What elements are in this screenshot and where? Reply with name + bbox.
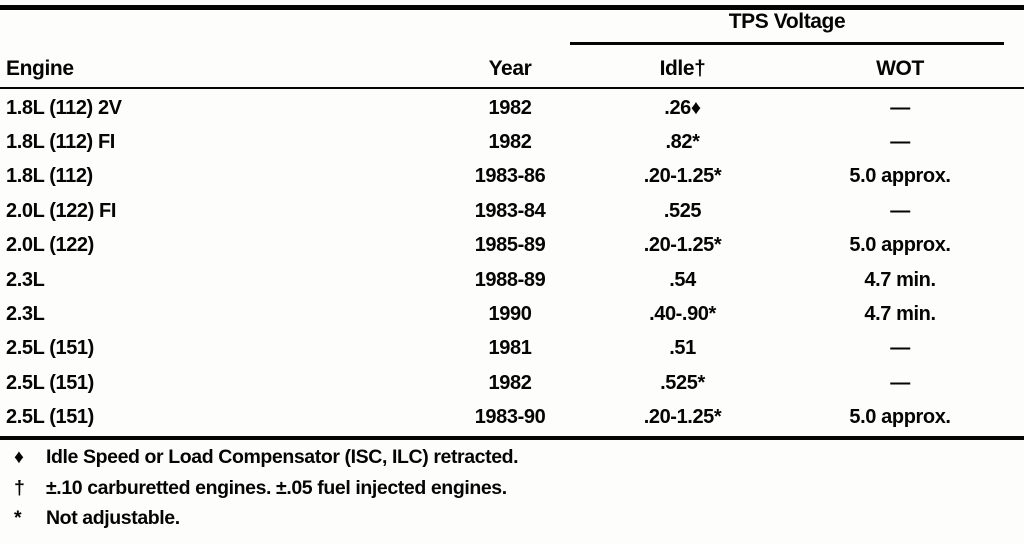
wot-cell: —: [890, 199, 910, 222]
year-cell: 1988-89: [474, 268, 546, 291]
table-bottom-rule: [0, 436, 1024, 440]
asterisk-footnote-symbol: *: [14, 507, 22, 529]
idle-cell: .40-.90*: [649, 303, 716, 326]
engine-cell: 1.8L (112) FI: [6, 131, 115, 154]
idle-cell: .525*: [660, 371, 705, 394]
idle-cell: .20-1.25*: [643, 165, 722, 188]
year-cell: 1990: [488, 303, 532, 326]
table-row: 2.5L (151) 1982 .525* —: [0, 366, 1024, 400]
top-rule: [0, 5, 1024, 10]
table-row: 2.0L (122) FI 1983-84 .525 —: [0, 194, 1024, 228]
footnote-text: ±.10 carburetted engines. ±.05 fuel inje…: [46, 476, 507, 499]
idle-cell: .20-1.25*: [643, 406, 722, 429]
year-cell: 1982: [488, 96, 532, 119]
column-header-wot: WOT: [876, 57, 924, 80]
wot-cell: 4.7 min.: [864, 268, 936, 291]
engine-cell: 2.5L (151): [6, 371, 94, 394]
engine-cell: 1.8L (112): [6, 165, 93, 188]
table-row: 2.0L (122) 1985-89 .20-1.25* 5.0 approx.: [0, 229, 1024, 263]
wot-cell: 5.0 approx.: [849, 165, 951, 188]
year-cell: 1983-86: [474, 165, 546, 188]
table-row: 2.3L 1990 .40-.90* 4.7 min.: [0, 297, 1024, 331]
year-cell: 1983-90: [474, 406, 546, 429]
wot-cell: —: [890, 371, 910, 394]
footnote-diamond: ♦ Idle Speed or Load Compensator (ISC, I…: [14, 446, 1014, 477]
diamond-footnote-symbol: ♦: [14, 446, 24, 468]
table-row: 1.8L (112) FI 1982 .82* —: [0, 125, 1024, 159]
wot-cell: 4.7 min.: [864, 303, 936, 326]
engine-cell: 2.5L (151): [6, 337, 94, 360]
wot-cell: —: [890, 96, 910, 119]
tps-header-underline: [570, 42, 1004, 45]
engine-cell: 1.8L (112) 2V: [6, 96, 122, 119]
column-header-year: Year: [488, 57, 532, 80]
table-row: 2.5L (151) 1981 .51 —: [0, 332, 1024, 366]
footnote-asterisk: * Not adjustable.: [14, 507, 1014, 538]
year-cell: 1982: [488, 371, 532, 394]
idle-cell: .54: [669, 268, 696, 291]
idle-cell: .26♦: [664, 96, 701, 119]
engine-cell: 2.5L (151): [6, 406, 94, 429]
footnote-text: Not adjustable.: [46, 507, 180, 529]
engine-cell: 2.3L: [6, 268, 45, 291]
column-header-row: Engine Year Idle† WOT: [0, 52, 1024, 86]
engine-cell: 2.3L: [6, 303, 45, 326]
table-row: 2.5L (151) 1983-90 .20-1.25* 5.0 approx.: [0, 401, 1024, 435]
footnotes: ♦ Idle Speed or Load Compensator (ISC, I…: [14, 446, 1014, 538]
year-cell: 1981: [488, 337, 532, 360]
column-header-engine: Engine: [6, 57, 74, 80]
idle-cell: .51: [669, 337, 696, 360]
footnote-dagger: † ±.10 carburetted engines. ±.05 fuel in…: [14, 477, 1014, 508]
table-row: 1.8L (112) 1983-86 .20-1.25* 5.0 approx.: [0, 160, 1024, 194]
group-header-tps-voltage: TPS Voltage: [728, 10, 846, 33]
table-row: 1.8L (112) 2V 1982 .26♦ —: [0, 91, 1024, 125]
wot-cell: 5.0 approx.: [849, 234, 951, 257]
header-divider-rule: [0, 87, 1024, 89]
table-row: 2.3L 1988-89 .54 4.7 min.: [0, 263, 1024, 297]
idle-cell: .525: [663, 199, 702, 222]
year-cell: 1983-84: [474, 199, 546, 222]
spec-table-body: 1.8L (112) 2V 1982 .26♦ — 1.8L (112) FI …: [0, 91, 1024, 435]
year-cell: 1982: [488, 131, 532, 154]
dagger-footnote-symbol: †: [14, 476, 25, 499]
idle-cell: .20-1.25*: [643, 234, 722, 257]
wot-cell: —: [890, 337, 910, 360]
wot-cell: —: [890, 131, 910, 154]
idle-cell: .82*: [665, 131, 700, 154]
engine-cell: 2.0L (122): [6, 234, 94, 257]
column-header-idle: Idle†: [659, 57, 706, 80]
year-cell: 1985-89: [474, 234, 546, 257]
engine-cell: 2.0L (122) FI: [6, 199, 117, 222]
footnote-text: Idle Speed or Load Compensator (ISC, ILC…: [46, 446, 519, 468]
wot-cell: 5.0 approx.: [849, 406, 951, 429]
